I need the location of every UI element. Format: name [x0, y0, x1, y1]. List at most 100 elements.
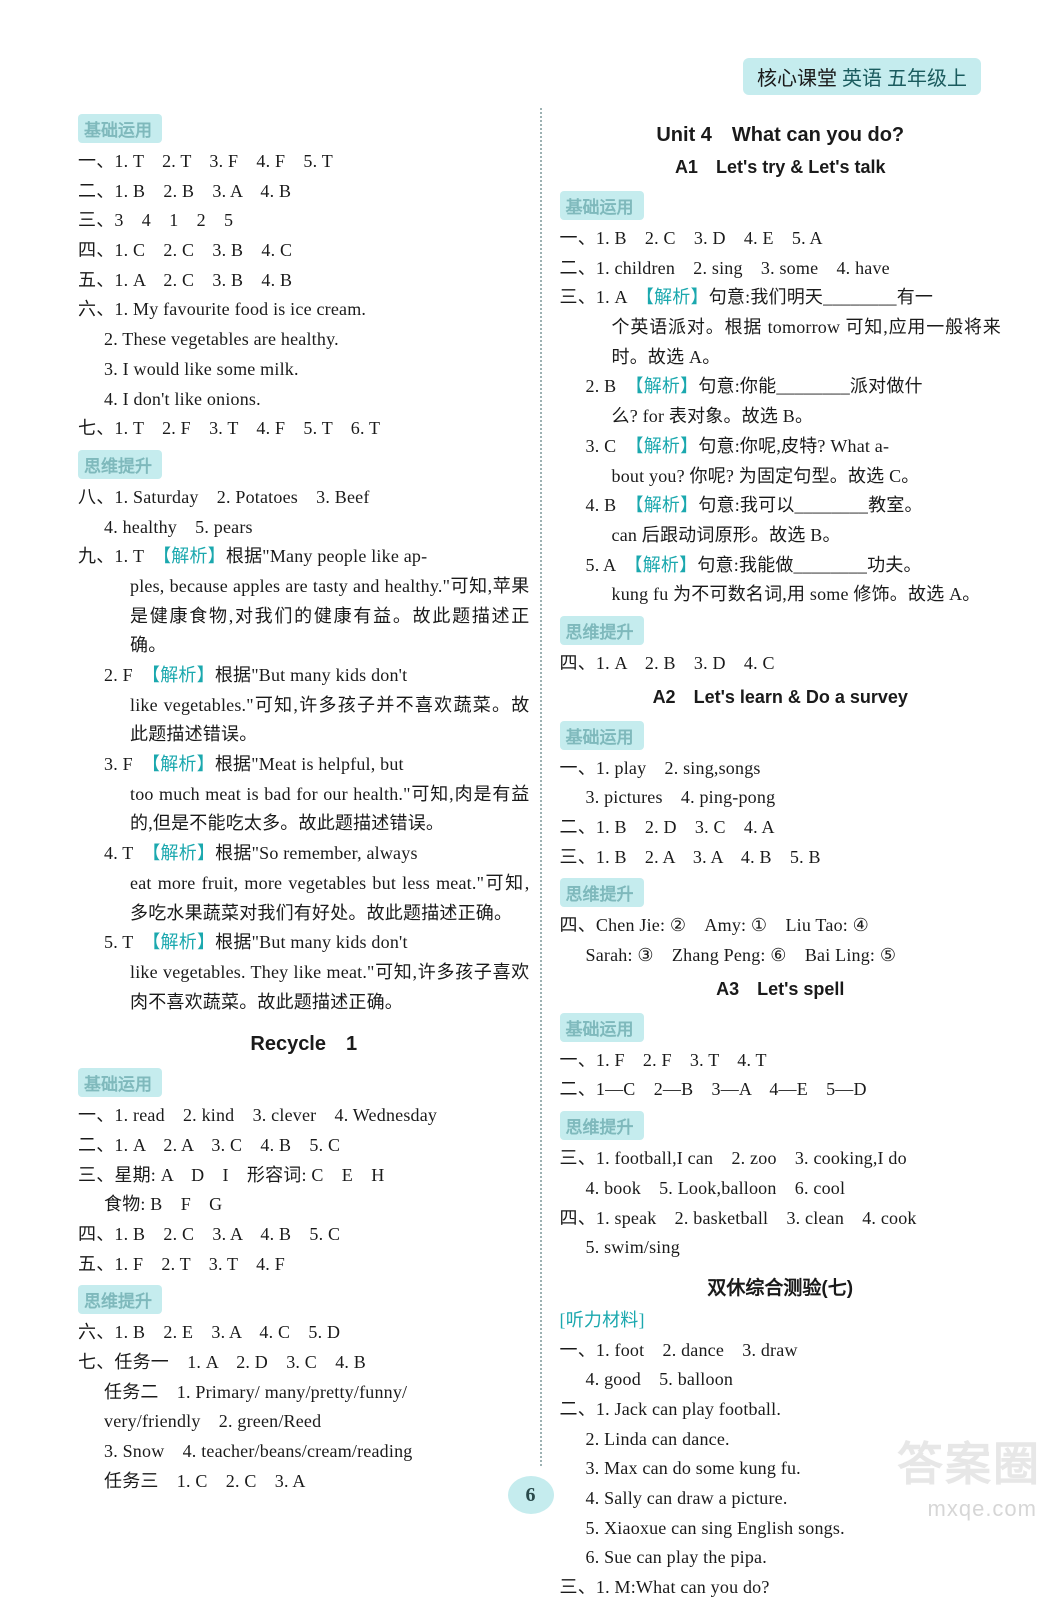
tag-siwei: 思维提升	[78, 1285, 162, 1314]
txt: 3. F 【解析】根据"Meat is helpful, but	[78, 750, 530, 780]
txt: like vegetables. They like meat."可知,许多孩子…	[78, 958, 530, 1017]
txt: 二、1. children 2. sing 3. some 4. have	[560, 254, 1002, 284]
txt: 5. swim/sing	[560, 1233, 1002, 1263]
txt: 四、1. B 2. C 3. A 4. B 5. C	[78, 1220, 530, 1250]
tag-jichu: 基础运用	[560, 721, 644, 750]
txt: 3. I would like some milk.	[78, 355, 530, 385]
txt: 二、1. B 2. B 3. A 4. B	[78, 177, 530, 207]
t: 句意:我能做________功夫。	[697, 555, 921, 575]
t: 4. T	[104, 843, 151, 863]
recycle-title: Recycle 1	[78, 1027, 530, 1056]
txt: 六、1. B 2. E 3. A 4. C 5. D	[78, 1318, 530, 1348]
txt: too much meat is bad for our health."可知,…	[78, 780, 530, 839]
txt: 六、1. My favourite food is ice cream.	[78, 295, 530, 325]
t: 句意:我们明天________有一	[709, 287, 933, 307]
a3-title: A3 Let's spell	[560, 975, 1002, 1001]
header-sub: 英语 五年级上	[842, 68, 967, 90]
txt: 一、1. play 2. sing,songs	[560, 754, 1002, 784]
txt: 二、1. A 2. A 3. C 4. B 5. C	[78, 1131, 530, 1161]
watermark-url: mxqe.com	[928, 1496, 1037, 1522]
right-column: Unit 4 What can you do? A1 Let's try & L…	[540, 108, 1002, 1466]
txt: 一、1. B 2. C 3. D 4. E 5. A	[560, 224, 1002, 254]
a1-title: A1 Let's try & Let's talk	[560, 153, 1002, 179]
t: 2. F	[104, 665, 151, 685]
txt: 四、1. A 2. B 3. D 4. C	[560, 649, 1002, 679]
txt: kung fu 为不可数名词,用 some 修饰。故选 A。	[560, 580, 1002, 610]
txt: 九、1. T 【解析】根据"Many people like ap-	[78, 542, 530, 572]
t: 九、1. T	[78, 546, 162, 566]
txt: 3. Snow 4. teacher/beans/cream/reading	[78, 1437, 530, 1467]
txt: 一、1. foot 2. dance 3. draw	[560, 1336, 1002, 1366]
tag-jichu: 基础运用	[78, 1068, 162, 1097]
txt: 任务二 1. Primary/ many/pretty/funny/	[78, 1378, 530, 1408]
page-columns: 基础运用 一、1. T 2. T 3. F 4. F 5. T 二、1. B 2…	[78, 108, 1001, 1466]
tag-jichu: 基础运用	[560, 191, 644, 220]
txt: 二、1. Jack can play football.	[560, 1395, 1002, 1425]
txt: 4. B 【解析】句意:我可以________教室。	[560, 491, 1002, 521]
txt: 三、1. B 2. A 3. A 4. B 5. B	[560, 843, 1002, 873]
txt: 任务三 1. C 2. C 3. A	[78, 1467, 530, 1497]
t: 句意:你呢,皮特? What a-	[698, 436, 889, 456]
t: 4. B	[586, 495, 635, 515]
left-column: 基础运用 一、1. T 2. T 3. F 4. F 5. T 二、1. B 2…	[78, 108, 540, 1466]
txt: Sarah: ③ Zhang Peng: ⑥ Bai Ling: ⑤	[560, 941, 1002, 971]
listen-label: [听力材料]	[560, 1306, 1002, 1336]
txt: 七、1. T 2. F 3. T 4. F 5. T 6. T	[78, 414, 530, 444]
mark: 【解析】	[151, 932, 215, 952]
txt: very/friendly 2. green/Reed	[78, 1407, 530, 1437]
mark: 【解析】	[635, 376, 699, 396]
txt: bout you? 你呢? 为固定句型。故选 C。	[560, 462, 1002, 492]
watermark-text: 答案圈	[897, 1428, 1041, 1494]
tag-siwei: 思维提升	[560, 878, 644, 907]
txt: 3. pictures 4. ping-pong	[560, 783, 1002, 813]
txt: 3. C 【解析】句意:你呢,皮特? What a-	[560, 432, 1002, 462]
t: 根据"But many kids don't	[215, 665, 408, 685]
txt: 三、1. football,I can 2. zoo 3. cooking,I …	[560, 1144, 1002, 1174]
t: 三、1. A	[560, 287, 645, 307]
txt: 四、Chen Jie: ② Amy: ① Liu Tao: ④	[560, 911, 1002, 941]
txt: 么? for 表对象。故选 B。	[560, 402, 1002, 432]
header-main: 核心课堂	[757, 68, 837, 90]
txt: 4. I don't like onions.	[78, 385, 530, 415]
mark: 【解析】	[635, 495, 699, 515]
txt: 一、1. read 2. kind 3. clever 4. Wednesday	[78, 1101, 530, 1131]
txt: 二、1—C 2—B 3—A 4—E 5—D	[560, 1075, 1002, 1105]
txt: 四、1. C 2. C 3. B 4. C	[78, 236, 530, 266]
t: 根据"So remember, always	[215, 843, 417, 863]
unit-title: Unit 4 What can you do?	[560, 118, 1002, 147]
txt: like vegetables."可知,许多孩子并不喜欢蔬菜。故此题描述错误。	[78, 691, 530, 750]
page-number: 6	[508, 1476, 554, 1514]
mark: 【解析】	[162, 546, 226, 566]
t: 根据"Many people like ap-	[226, 546, 427, 566]
txt: 一、1. F 2. F 3. T 4. T	[560, 1046, 1002, 1076]
txt: 三、1. M:What can you do?	[560, 1573, 1002, 1603]
mark: 【解析】	[151, 665, 215, 685]
tag-siwei: 思维提升	[560, 616, 644, 645]
t: 根据"Meat is helpful, but	[215, 754, 404, 774]
txt: 4. good 5. balloon	[560, 1365, 1002, 1395]
txt: 2. These vegetables are healthy.	[78, 325, 530, 355]
a2-title: A2 Let's learn & Do a survey	[560, 683, 1002, 709]
mark: 【解析】	[151, 843, 215, 863]
tag-jichu: 基础运用	[78, 114, 162, 143]
txt: 五、1. A 2. C 3. B 4. B	[78, 266, 530, 296]
tag-siwei: 思维提升	[78, 450, 162, 479]
t: 句意:你能________派对做什	[698, 376, 922, 396]
tag-jichu: 基础运用	[560, 1013, 644, 1042]
txt: 2. F 【解析】根据"But many kids don't	[78, 661, 530, 691]
mark: 【解析】	[634, 555, 698, 575]
txt: 4. book 5. Look,balloon 6. cool	[560, 1174, 1002, 1204]
txt: 2. B 【解析】句意:你能________派对做什	[560, 372, 1002, 402]
txt: 个英语派对。根据 tomorrow 可知,应用一般将来时。故选 A。	[560, 313, 1002, 372]
t: 3. F	[104, 754, 151, 774]
txt: 二、1. B 2. D 3. C 4. A	[560, 813, 1002, 843]
txt: 食物: B F G	[78, 1190, 530, 1220]
txt: can 后跟动词原形。故选 B。	[560, 521, 1002, 551]
txt: 6. Sue can play the pipa.	[560, 1543, 1002, 1573]
t: 句意:我可以________教室。	[698, 495, 922, 515]
txt: 4. healthy 5. pears	[78, 513, 530, 543]
txt: 4. T 【解析】根据"So remember, always	[78, 839, 530, 869]
page-header: 核心课堂 英语 五年级上	[743, 58, 981, 95]
txt: 八、1. Saturday 2. Potatoes 3. Beef	[78, 483, 530, 513]
txt: 三、3 4 1 2 5	[78, 206, 530, 236]
